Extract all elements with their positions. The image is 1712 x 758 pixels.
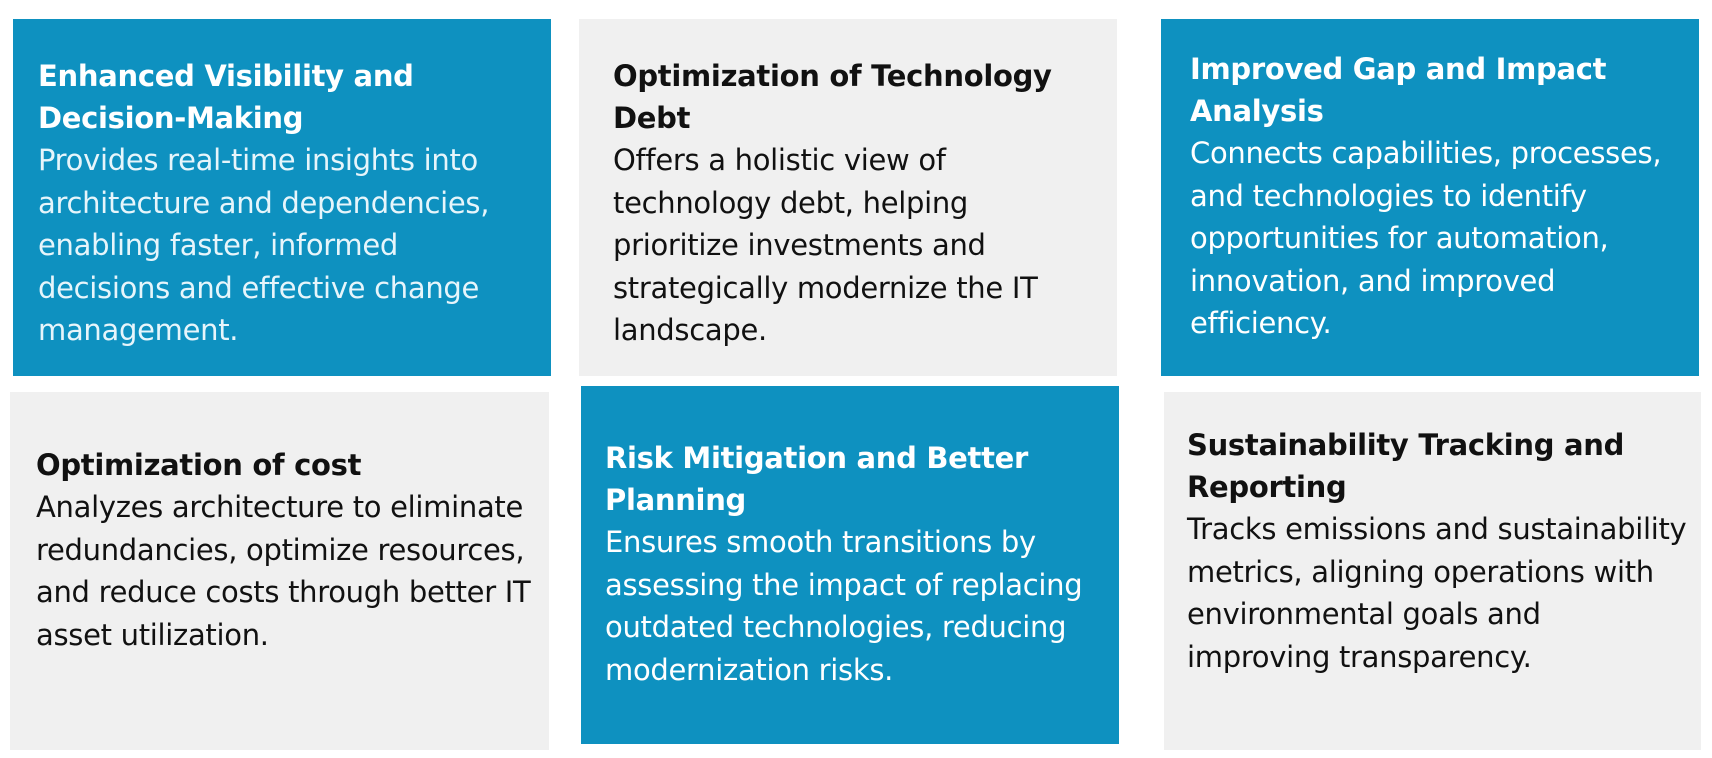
benefit-card-technology-debt: Optimization of Technology Debt Offers a… xyxy=(579,19,1117,376)
card-description: Offers a holistic view of technology deb… xyxy=(613,143,1038,347)
card-title: Optimization of Technology Debt xyxy=(613,59,1052,135)
benefit-card-visibility: Enhanced Visibility and Decision-Making … xyxy=(13,19,551,376)
benefit-card-cost-optimization: Optimization of cost Analyzes architectu… xyxy=(10,392,549,750)
card-title: Optimization of cost xyxy=(36,448,362,482)
benefit-card-risk-mitigation: Risk Mitigation and Better Planning Ensu… xyxy=(581,386,1119,744)
card-title: Sustainability Tracking and Reporting xyxy=(1187,428,1625,504)
card-description: Tracks emissions and sustainability metr… xyxy=(1187,512,1687,674)
benefit-card-gap-impact-analysis: Improved Gap and Impact Analysis Connect… xyxy=(1161,19,1699,376)
card-description: Connects capabilities, processes, and te… xyxy=(1190,136,1662,340)
card-title: Improved Gap and Impact Analysis xyxy=(1190,52,1607,128)
card-description: Analyzes architecture to eliminate redun… xyxy=(36,490,531,652)
card-description: Provides real-time insights into archite… xyxy=(38,143,490,347)
benefit-card-sustainability: Sustainability Tracking and Reporting Tr… xyxy=(1164,392,1701,750)
card-description: Ensures smooth transitions by assessing … xyxy=(605,525,1083,687)
card-title: Risk Mitigation and Better Planning xyxy=(605,441,1029,517)
card-title: Enhanced Visibility and Decision-Making xyxy=(38,59,414,135)
